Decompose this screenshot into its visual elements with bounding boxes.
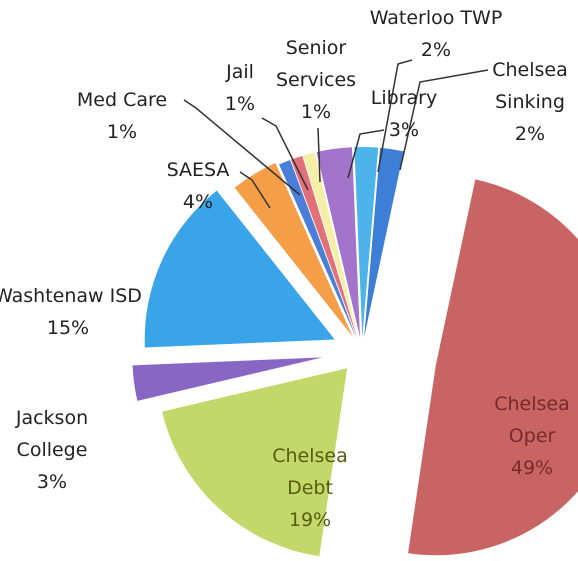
slice-value: 19% [288, 509, 332, 531]
slice-value: 15% [46, 317, 90, 339]
slice-label: Chelsea Oper [494, 393, 570, 447]
slice-label: Jackson College [15, 407, 89, 461]
slice-value: 49% [510, 457, 554, 479]
leader-line [317, 127, 321, 183]
leader-line [183, 99, 301, 196]
leader-line [399, 69, 489, 171]
slice-label: Waterloo TWP [369, 7, 503, 29]
pie-slice [162, 368, 348, 557]
slice-label: Chelsea Debt [272, 445, 348, 499]
pie-slice [234, 163, 353, 337]
slice-label: Senior Services [275, 37, 357, 91]
slice-value: 3% [388, 119, 420, 141]
pie-slice [290, 155, 358, 338]
leader-line [377, 59, 413, 173]
pie-slice [364, 147, 404, 338]
slice-label: Med Care [76, 89, 168, 111]
slice-value: 4% [182, 191, 214, 213]
pie-slice [279, 160, 357, 339]
slice-value: 1% [106, 121, 138, 143]
pie-slice [316, 147, 360, 338]
slice-label: Washtenaw ISD [0, 285, 142, 307]
pie-slice [132, 357, 323, 401]
slice-value: 2% [420, 39, 452, 61]
slice-value: 1% [224, 93, 256, 115]
pie-slice [303, 152, 359, 338]
slice-value: 2% [514, 123, 546, 145]
slice-value: 1% [300, 101, 332, 123]
leader-line [347, 129, 385, 179]
leader-line [261, 117, 309, 191]
slice-label: Chelsea Sinking [492, 59, 568, 113]
pie-slice [144, 190, 335, 348]
pie-slice [354, 147, 379, 338]
slice-label: Library [370, 87, 438, 109]
slice-label: SAESA [166, 159, 230, 181]
slice-value: 3% [36, 471, 68, 493]
pie-slice [408, 179, 578, 556]
leader-line [239, 171, 271, 209]
slice-label: Jail [226, 61, 254, 83]
